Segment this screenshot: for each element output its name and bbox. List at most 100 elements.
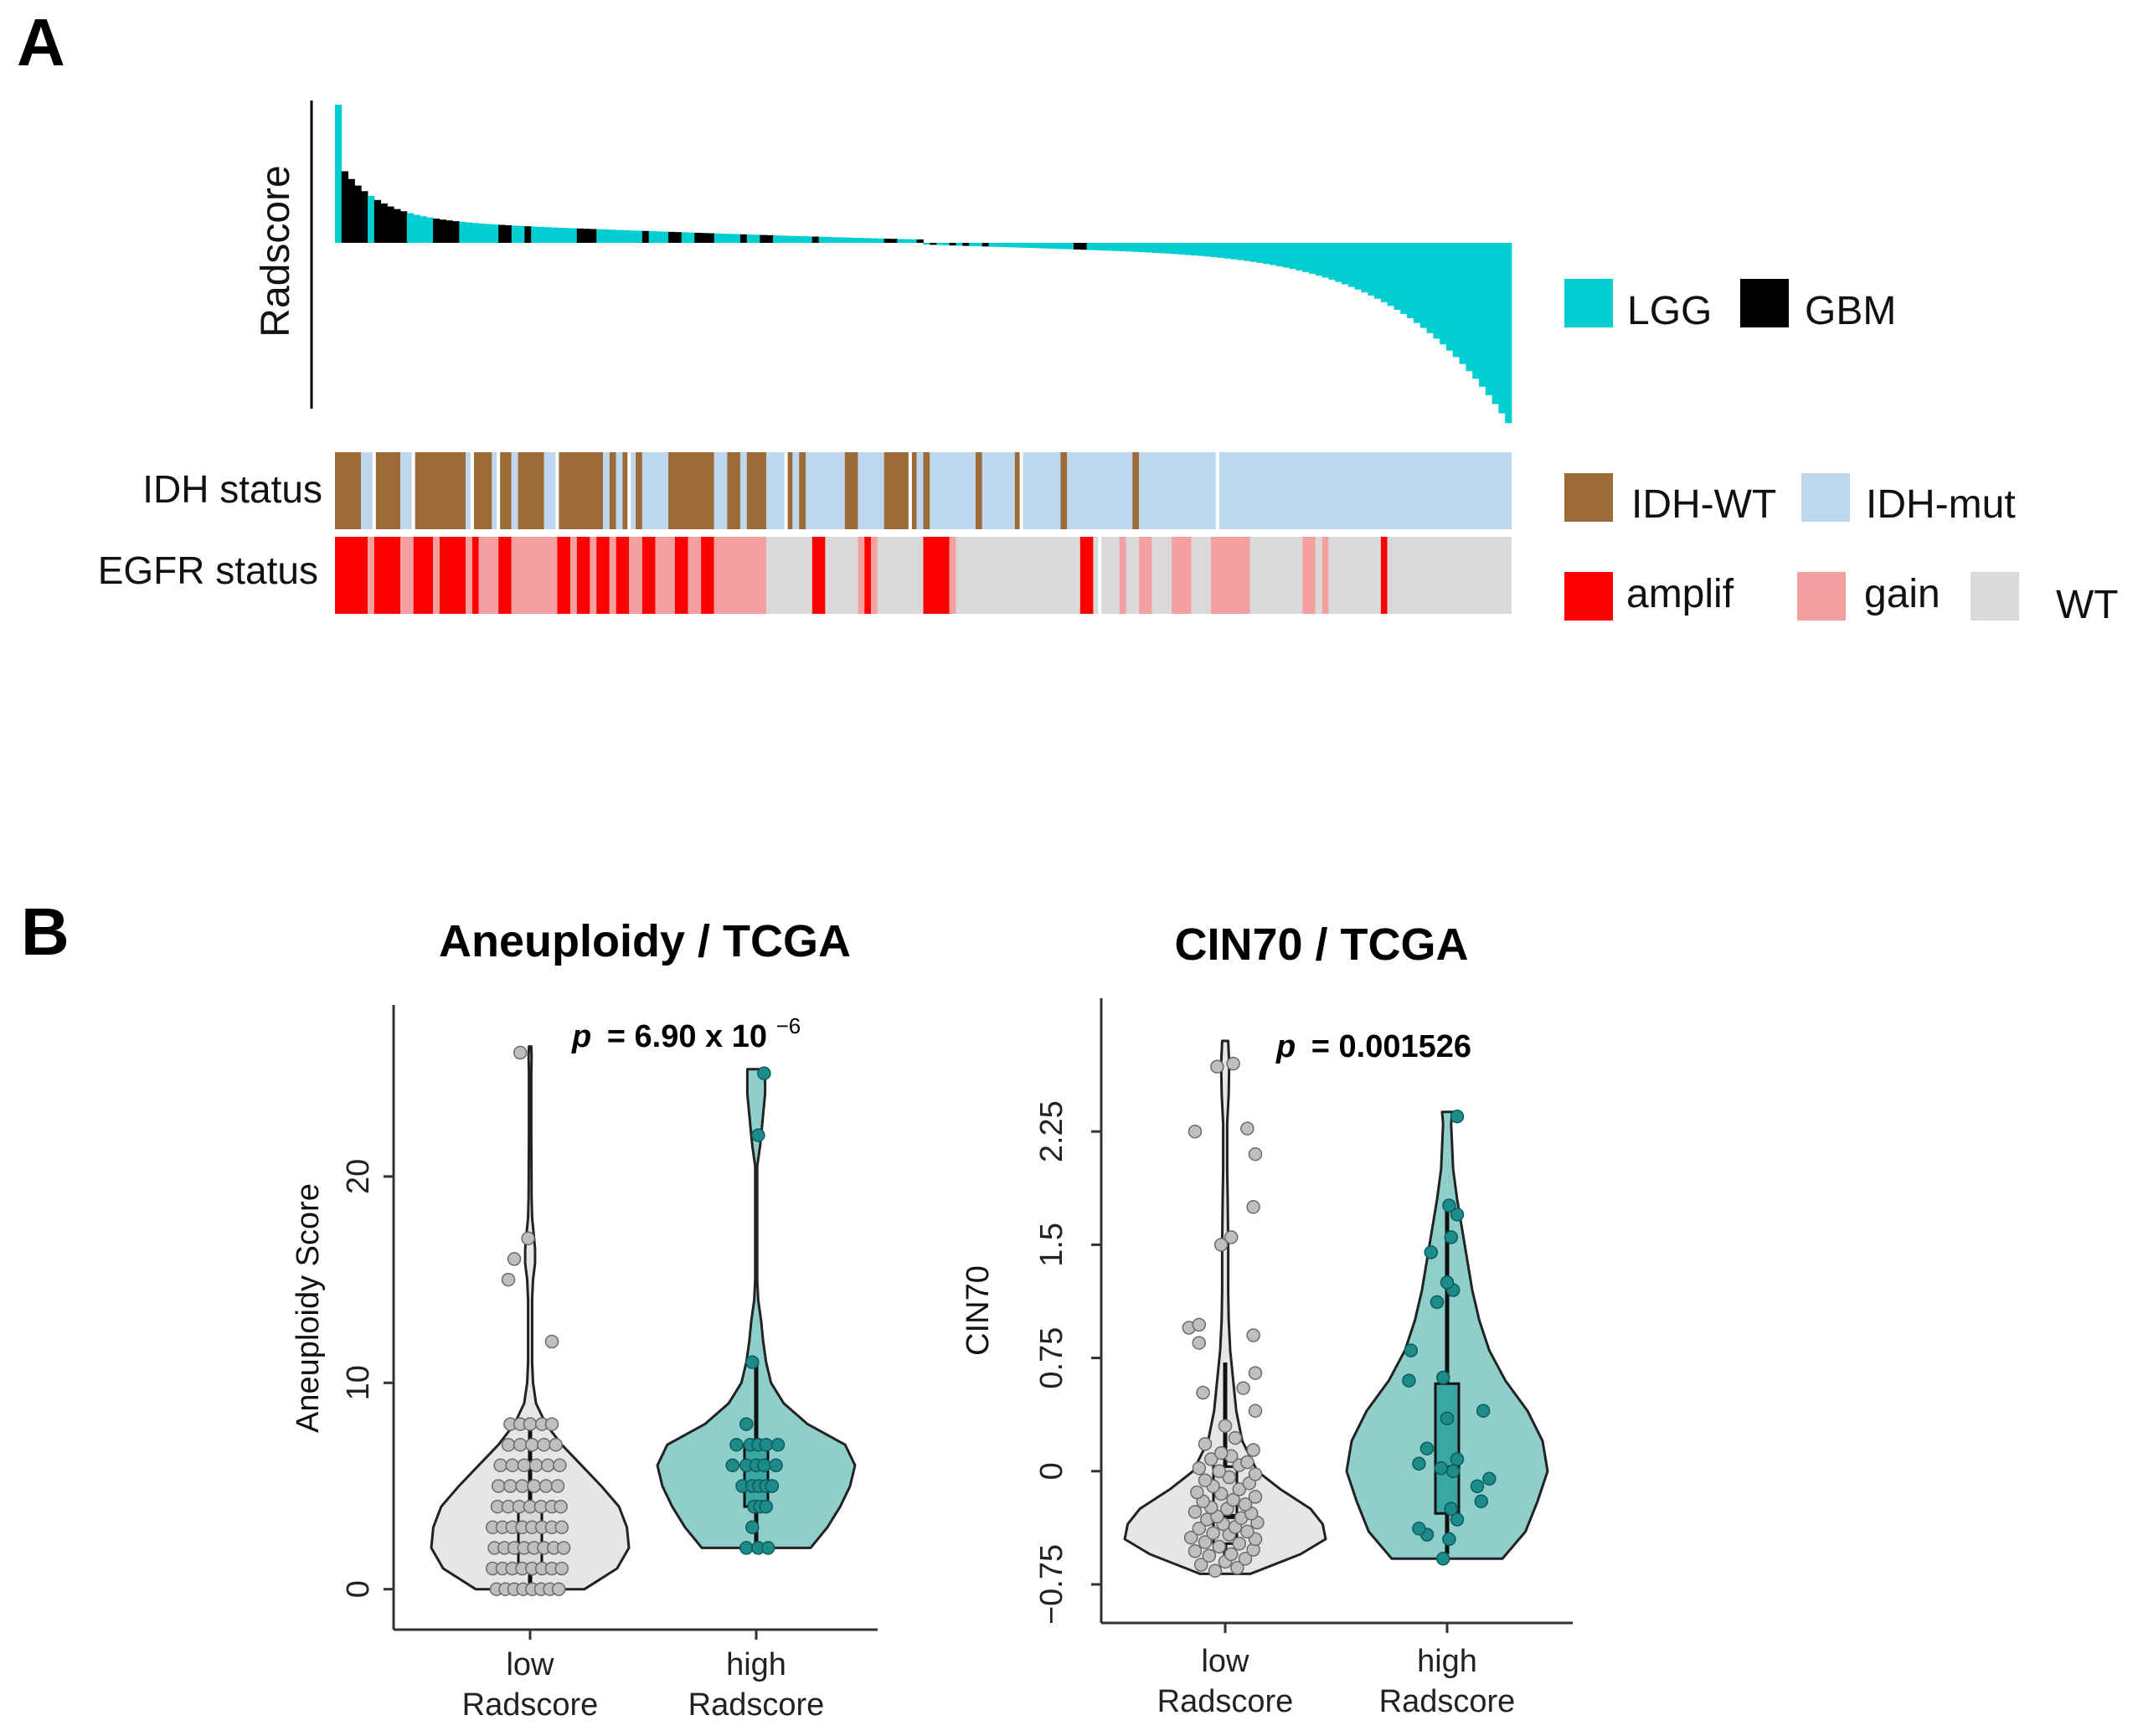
point-high xyxy=(1450,1452,1465,1466)
point-low xyxy=(1240,1524,1254,1539)
egfr-track-segment xyxy=(871,537,878,614)
point-high xyxy=(1404,1343,1419,1357)
waterfall-bar xyxy=(1014,243,1022,248)
waterfall-bar xyxy=(1145,243,1153,253)
point-high xyxy=(725,1458,739,1473)
waterfall-bar xyxy=(1184,243,1192,255)
egfr-track-segment xyxy=(956,537,1080,614)
waterfall-bar xyxy=(1112,243,1121,251)
waterfall-bar xyxy=(1498,243,1506,414)
aneuploidy-p-symbol: p xyxy=(571,1019,591,1054)
egfr-track-segment xyxy=(864,537,872,614)
point-high xyxy=(1434,1460,1449,1476)
cin70-y-label: CIN70 xyxy=(961,1265,996,1356)
point-low xyxy=(537,1437,551,1452)
waterfall-bar xyxy=(1074,243,1081,250)
point-low xyxy=(1192,1336,1207,1350)
waterfall-bar xyxy=(818,236,826,243)
idh-track-segment xyxy=(641,452,669,529)
point-low xyxy=(1240,1455,1254,1470)
point-low xyxy=(550,1479,565,1493)
idh-track-segment xyxy=(374,452,401,529)
cin70-ytick-label-0-75: 0.75 xyxy=(1034,1327,1069,1389)
point-low xyxy=(551,1582,566,1596)
legend-swatch-gbm xyxy=(1740,279,1789,327)
point-low xyxy=(1248,1366,1263,1380)
egfr-track-segment xyxy=(877,537,924,614)
waterfall-bar xyxy=(478,223,486,243)
idh-track-segment xyxy=(492,452,499,529)
idh-track-segment xyxy=(361,452,374,529)
cin70-ytick-label-2-25: 2.25 xyxy=(1034,1100,1069,1162)
egfr-track-segment xyxy=(1328,537,1381,614)
point-high xyxy=(757,1458,771,1473)
waterfall-bar xyxy=(1106,243,1114,251)
waterfall-bar xyxy=(1452,243,1460,358)
waterfall-bar xyxy=(596,229,604,243)
waterfall-bar xyxy=(485,224,492,243)
point-low xyxy=(517,1458,532,1473)
point-low xyxy=(1230,1560,1244,1575)
legend-swatch-amplif xyxy=(1564,572,1613,621)
point-low xyxy=(513,1045,528,1060)
idh-track-segment xyxy=(622,452,630,529)
waterfall-bar xyxy=(825,237,832,243)
legend-swatch-idh-wt xyxy=(1564,473,1613,522)
waterfall-bar xyxy=(811,236,820,243)
idh-track-gap xyxy=(470,452,474,529)
egfr-track-segment xyxy=(1380,537,1388,614)
point-high xyxy=(1450,1512,1465,1527)
waterfall-bar xyxy=(544,227,551,243)
legend-label-idh-mut: IDH-mut xyxy=(1866,482,2016,527)
cin70-xlabel-low-2: Radscore xyxy=(1157,1684,1294,1719)
cin70-p-value: p = 0.001526 xyxy=(1275,1029,1471,1064)
point-low xyxy=(1232,1482,1247,1496)
point-low xyxy=(523,1417,538,1431)
waterfall-bar xyxy=(1328,243,1336,280)
cin70-p-text: = 0.001526 xyxy=(1311,1029,1471,1064)
idh-track-segment xyxy=(714,452,728,529)
aneuploidy-ytick-label-20: 20 xyxy=(341,1159,376,1194)
panel-a-letter: A xyxy=(17,5,65,80)
waterfall-bar xyxy=(668,231,676,243)
idh-track-segment xyxy=(799,452,806,529)
waterfall-bar xyxy=(498,224,506,243)
waterfall-bar xyxy=(897,239,904,243)
waterfall-bar xyxy=(864,238,872,243)
cin70-title: CIN70 / TCGA xyxy=(1174,920,1468,970)
point-high xyxy=(1476,1404,1491,1418)
waterfall-bar xyxy=(1387,243,1394,307)
point-high xyxy=(751,1128,765,1142)
waterfall-bar xyxy=(439,219,447,243)
waterfall-bar xyxy=(348,178,355,243)
waterfall-bar xyxy=(570,228,578,243)
waterfall-bar xyxy=(1054,243,1061,250)
point-low xyxy=(1226,1492,1240,1507)
waterfall-bar xyxy=(609,229,617,243)
waterfall-bar xyxy=(564,228,571,243)
waterfall-bar xyxy=(923,243,930,245)
idh-track-segment xyxy=(668,452,714,529)
waterfall-bar xyxy=(1224,243,1231,259)
waterfall-bar xyxy=(694,232,702,243)
cin70-ytick-label-1-5: 1.5 xyxy=(1034,1223,1069,1267)
waterfall-bar xyxy=(904,239,911,243)
idh-track-gap xyxy=(497,452,501,529)
point-high xyxy=(1435,1370,1450,1385)
waterfall-bar xyxy=(936,243,944,245)
point-high xyxy=(1412,1456,1426,1471)
waterfall-bar xyxy=(674,232,683,243)
point-low xyxy=(1224,1230,1239,1244)
egfr-track-gap xyxy=(1098,537,1102,614)
waterfall-bar xyxy=(1177,243,1186,255)
idh-track-segment xyxy=(609,452,616,529)
cin70-ytick-2-25: 2.25 xyxy=(1034,1100,1101,1162)
egfr-track-segment xyxy=(1210,537,1250,614)
egfr-track-segment xyxy=(923,537,950,614)
point-low xyxy=(1213,1445,1229,1460)
aneuploidy-ytick-0: 0 xyxy=(341,1580,394,1598)
point-low xyxy=(1236,1381,1250,1395)
waterfall-bar xyxy=(786,235,793,243)
point-low xyxy=(515,1479,529,1493)
egfr-track-segment xyxy=(1093,537,1100,614)
